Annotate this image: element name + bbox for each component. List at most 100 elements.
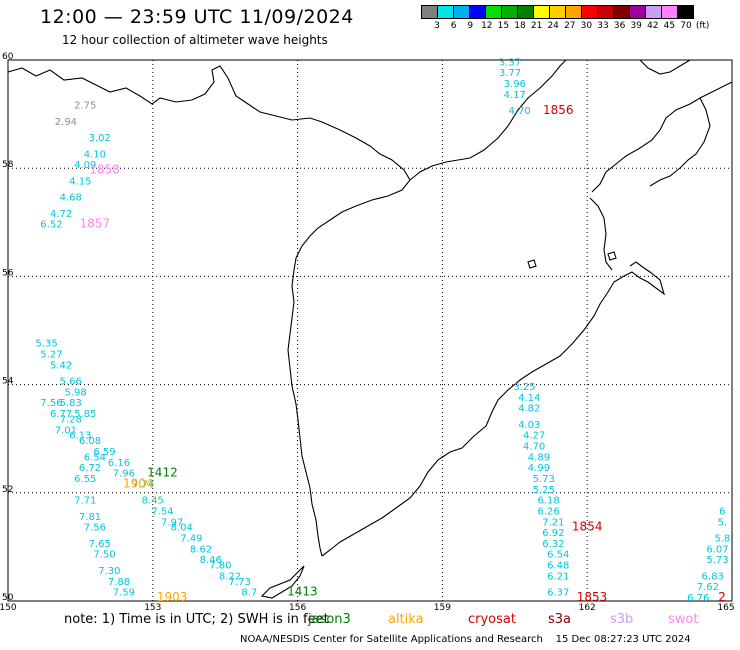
wave-height-label: 5.73 xyxy=(706,555,728,566)
wave-height-label: 4.14 xyxy=(518,393,540,404)
wave-height-label: 5.73 xyxy=(533,474,555,485)
wave-height-label: 8.04 xyxy=(171,523,193,534)
wave-height-label: 6.72 xyxy=(79,463,101,474)
wave-height-points: 3.373.773.964.17 4.70 3.02 4.104.09 4.15 4.68… xyxy=(35,57,730,604)
wave-height-label: 2.94 xyxy=(55,117,77,128)
wave-height-label: 5.66 xyxy=(60,377,82,388)
lon-tick-label: 159 xyxy=(434,603,451,613)
wave-height-label: 7.80 xyxy=(209,561,231,572)
wave-height-label: 5. xyxy=(718,517,728,528)
wave-height-label: 4.15 xyxy=(69,176,91,187)
wave-height-label: 6.55 xyxy=(74,474,96,485)
wave-height-label: 6.26 xyxy=(537,506,559,517)
scale-label: 21 xyxy=(530,21,543,31)
wave-height-label: 7.71 xyxy=(74,496,96,507)
wave-height-label: 6.32 xyxy=(542,539,564,550)
shelikhov-coast xyxy=(409,59,567,181)
lon-tick-label: 162 xyxy=(579,603,596,613)
scale-label: 12 xyxy=(481,21,493,31)
credit-text: NOAA/NESDIS Center for Satellite Applica… xyxy=(240,634,543,645)
map-frame xyxy=(7,59,733,602)
footer-credit: NOAA/NESDIS Center for Satellite Applica… xyxy=(240,634,691,645)
wave-height-label: 7.49 xyxy=(180,533,202,544)
wave-height-label: 5.27 xyxy=(40,350,62,361)
pass-time-label: 2 xyxy=(718,590,726,604)
legend-cryosat: cryosat xyxy=(468,612,516,627)
wave-height-label: 6.59 xyxy=(93,447,115,458)
scale-label: 24 xyxy=(547,21,559,31)
bay-coast xyxy=(649,97,711,187)
wave-height-label: 4.09 xyxy=(74,160,96,171)
wave-height-label: 3.37 xyxy=(499,57,521,68)
wave-height-label: 5.83 xyxy=(60,398,82,409)
wave-height-label: 7.59 xyxy=(113,588,135,599)
wave-height-label: 6.52 xyxy=(40,220,62,231)
wave-height-label: 4.03 xyxy=(518,420,540,431)
wave-height-label: 7.54 xyxy=(151,506,173,517)
wave-height-label: 5.98 xyxy=(64,387,86,398)
lat-tick-label: 54 xyxy=(2,377,14,387)
scale-label: 70 xyxy=(680,21,692,31)
wave-height-label: 6.16 xyxy=(108,458,130,469)
wave-height-label: 6.13 xyxy=(69,431,91,442)
timestamp-text: 15 Dec 08:27:23 UTC 2024 xyxy=(555,634,691,645)
wave-height-label: 3.96 xyxy=(504,79,526,90)
lat-tick-label: 50 xyxy=(2,593,14,603)
wave-height-label: 4.27 xyxy=(523,431,545,442)
lon-tick-label: 153 xyxy=(144,603,161,613)
legend-s3b: s3b xyxy=(610,612,634,627)
lat-tick-label: 60 xyxy=(2,52,14,62)
color-scale-labels: 3 6 9 12 15 18 21 24 27 30 33 36 39 42 45 70 (ft) xyxy=(421,21,740,35)
wave-height-label: 6.54 xyxy=(84,452,106,463)
map-subtitle: 12 hour collection of altimeter wave hei… xyxy=(62,33,328,47)
wave-height-label: 7.01 xyxy=(55,425,77,436)
legend-s3a: s3a xyxy=(548,612,572,627)
wave-height-label: 5.42 xyxy=(50,360,72,371)
lat-tick-label: 56 xyxy=(2,268,14,278)
wave-height-label: 7.88 xyxy=(108,577,130,588)
wave-height-label: 5.85 xyxy=(74,409,96,420)
scale-label: (ft) xyxy=(695,21,710,31)
pass-time-label: 1412 xyxy=(147,466,178,480)
wave-height-label: 6.37 xyxy=(547,588,569,599)
wave-height-label: 4.82 xyxy=(518,404,540,415)
pass-time-label: 1413 xyxy=(287,585,318,599)
pass-time-label: 1854 xyxy=(572,520,603,534)
lat-tick-label: 52 xyxy=(2,485,13,495)
wave-height-label: 8.22 xyxy=(219,571,241,582)
wave-height-label: 5.25 xyxy=(533,485,555,496)
map-grid xyxy=(8,60,732,601)
kuril-island xyxy=(260,565,305,599)
wave-height-label: 8.62 xyxy=(190,544,212,555)
scale-label: 15 xyxy=(497,21,510,31)
wave-height-label: 6.07 xyxy=(706,544,728,555)
wave-height-label: 7.56 xyxy=(84,523,106,534)
wave-height-label: 7.73 xyxy=(229,577,251,588)
lat-tick-label: 58 xyxy=(2,160,14,170)
wave-height-label: 7.96 xyxy=(113,469,135,480)
wave-height-label: 7.65 xyxy=(89,539,111,550)
scale-swatch xyxy=(677,5,694,19)
scale-label: 30 xyxy=(580,21,593,31)
wave-height-label: 4.10 xyxy=(84,149,106,160)
wave-height-label: 6 xyxy=(719,506,725,517)
wave-height-label: 6.21 xyxy=(547,571,569,582)
wave-height-label: 4.68 xyxy=(60,193,82,204)
wave-height-label: 4.99 xyxy=(528,463,550,474)
wave-height-label: 5.8 xyxy=(714,533,730,544)
wave-height-label: 6.76 xyxy=(687,593,709,604)
pass-time-label: 1853 xyxy=(577,590,608,604)
pass-time-label: 1858 xyxy=(89,163,120,177)
legend-swot: swot xyxy=(668,612,699,627)
pass-time-label: 1857 xyxy=(80,217,111,231)
wave-height-label: 7.74 xyxy=(132,479,154,490)
wave-height-label: 7.50 xyxy=(93,550,115,561)
map-title: 12:00 — 23:59 UTC 11/09/2024 xyxy=(40,6,354,28)
wave-height-label: 8.7 xyxy=(241,588,257,599)
wave-height-label: 6.48 xyxy=(547,561,569,572)
wave-height-label: 7.97 xyxy=(161,517,183,528)
scale-label: 9 xyxy=(467,21,474,31)
kamchatka-interior-coast xyxy=(589,197,613,271)
wave-height-label: 3.02 xyxy=(89,133,111,144)
